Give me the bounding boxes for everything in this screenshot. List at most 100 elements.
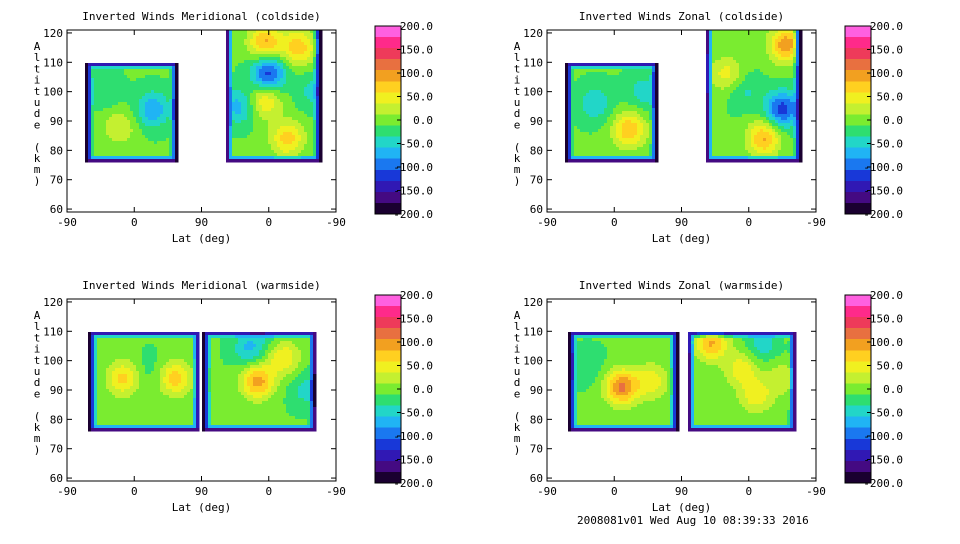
colorbar-band [375,103,401,114]
y-tick-label: 70 [50,174,63,187]
y-tick-label: 120 [523,27,543,40]
x-tick-label: -90 [537,485,557,498]
colorbar: 200.0150.0100.050.00.0-50.0-100.0-150.0-… [845,289,903,490]
colorbar-label: 200.0 [870,289,903,302]
panel-2: Inverted Winds Zonal (coldside) 60 70 80 90 1… [514,10,903,245]
y-tick-label: 60 [50,472,63,485]
x-tick-label: 0 [131,485,138,498]
x-tick-label: -90 [537,216,557,229]
colorbar-label: 0.0 [413,383,433,396]
x-axis-label: Lat (deg) [652,232,712,245]
y-tick-label: 70 [50,443,63,456]
y-tick-label: 60 [50,203,63,216]
contour-field [568,332,796,431]
x-tick-label: -90 [806,485,826,498]
colorbar-band [845,70,871,81]
colorbar-band [375,395,401,406]
x-tick-label: 0 [745,216,752,229]
colorbar-label: 50.0 [877,360,904,373]
colorbar-band [845,406,871,417]
y-tick-label: 80 [530,144,543,157]
x-tick-label: 0 [611,485,618,498]
colorbar-band [375,350,401,361]
colorbar-label: 100.0 [870,67,903,80]
colorbar-band [375,295,401,306]
colorbar-band [375,26,401,37]
colorbar-label: 0.0 [883,114,903,127]
colorbar-label: 0.0 [883,383,903,396]
colorbar-label: 150.0 [400,44,433,57]
panel-1: Inverted Winds Meridional (coldside)6070… [34,10,433,245]
x-axis-label: Lat (deg) [172,232,232,245]
y-tick-label: 110 [43,56,63,69]
colorbar-label: 150.0 [400,313,433,326]
colorbar-band [845,81,871,92]
colorbar-band [845,395,871,406]
colorbar-label: 200.0 [400,20,433,33]
colorbar-band [375,126,401,137]
y-tick-label: 60 [530,203,543,216]
contour-field [88,332,316,431]
y-tick-label: 90 [530,115,543,128]
colorbar: 200.0150.0100.050.00.0-50.0-100.0-150.0-… [845,20,903,221]
x-tick-label: 0 [265,485,272,498]
footer-stamp: 2008081v01 Wed Aug 10 08:39:33 2016 [577,514,809,527]
colorbar-band [375,148,401,159]
colorbar-label: -150.0 [863,185,903,198]
x-tick-label: 90 [195,485,208,498]
y-tick-label: 80 [50,144,63,157]
x-tick-label: 0 [265,216,272,229]
y-tick-label: 80 [530,413,543,426]
colorbar-label: 200.0 [400,289,433,302]
x-tick-label: 0 [611,216,618,229]
colorbar-label: 0.0 [413,114,433,127]
colorbar-label: -200.0 [393,477,433,490]
y-tick-label: 120 [523,296,543,309]
colorbar-band [375,361,401,372]
contour-field [565,30,802,162]
colorbar-label: -200.0 [863,477,903,490]
colorbar-band [845,59,871,70]
colorbar-band [845,148,871,159]
colorbar-band [375,70,401,81]
colorbar-label: -200.0 [393,208,433,221]
colorbar-label: -100.0 [863,430,903,443]
colorbar-band [845,361,871,372]
colorbar-band [375,137,401,148]
colorbar-band [845,417,871,428]
y-tick-label: 90 [50,115,63,128]
colorbar-label: 150.0 [870,313,903,326]
colorbar-band [375,306,401,317]
colorbar-band [375,81,401,92]
colorbar-band [375,417,401,428]
colorbar-label: 100.0 [400,336,433,349]
y-tick-label: 110 [43,325,63,338]
x-tick-label: 0 [131,216,138,229]
y-tick-label: 70 [530,443,543,456]
colorbar-band [375,328,401,339]
colorbar: 200.0150.0100.050.00.0-50.0-100.0-150.0-… [375,20,433,221]
colorbar-band [845,26,871,37]
y-tick-label: 60 [530,472,543,485]
x-tick-label: -90 [57,485,77,498]
x-axis-label: Lat (deg) [652,501,712,514]
colorbar-label: -100.0 [393,430,433,443]
colorbar-label: -100.0 [863,161,903,174]
x-tick-label: 90 [675,485,688,498]
x-tick-label: 90 [195,216,208,229]
plot-title: Inverted Winds Zonal (coldside) [579,10,784,23]
colorbar-label: -150.0 [393,454,433,467]
colorbar-band [845,126,871,137]
colorbar-band [845,295,871,306]
y-tick-label: 100 [43,86,63,99]
y-tick-label: 70 [530,174,543,187]
x-tick-label: 0 [745,485,752,498]
colorbar-band [845,339,871,350]
colorbar-band [375,92,401,103]
y-tick-label: 90 [530,384,543,397]
x-tick-label: -90 [326,216,346,229]
